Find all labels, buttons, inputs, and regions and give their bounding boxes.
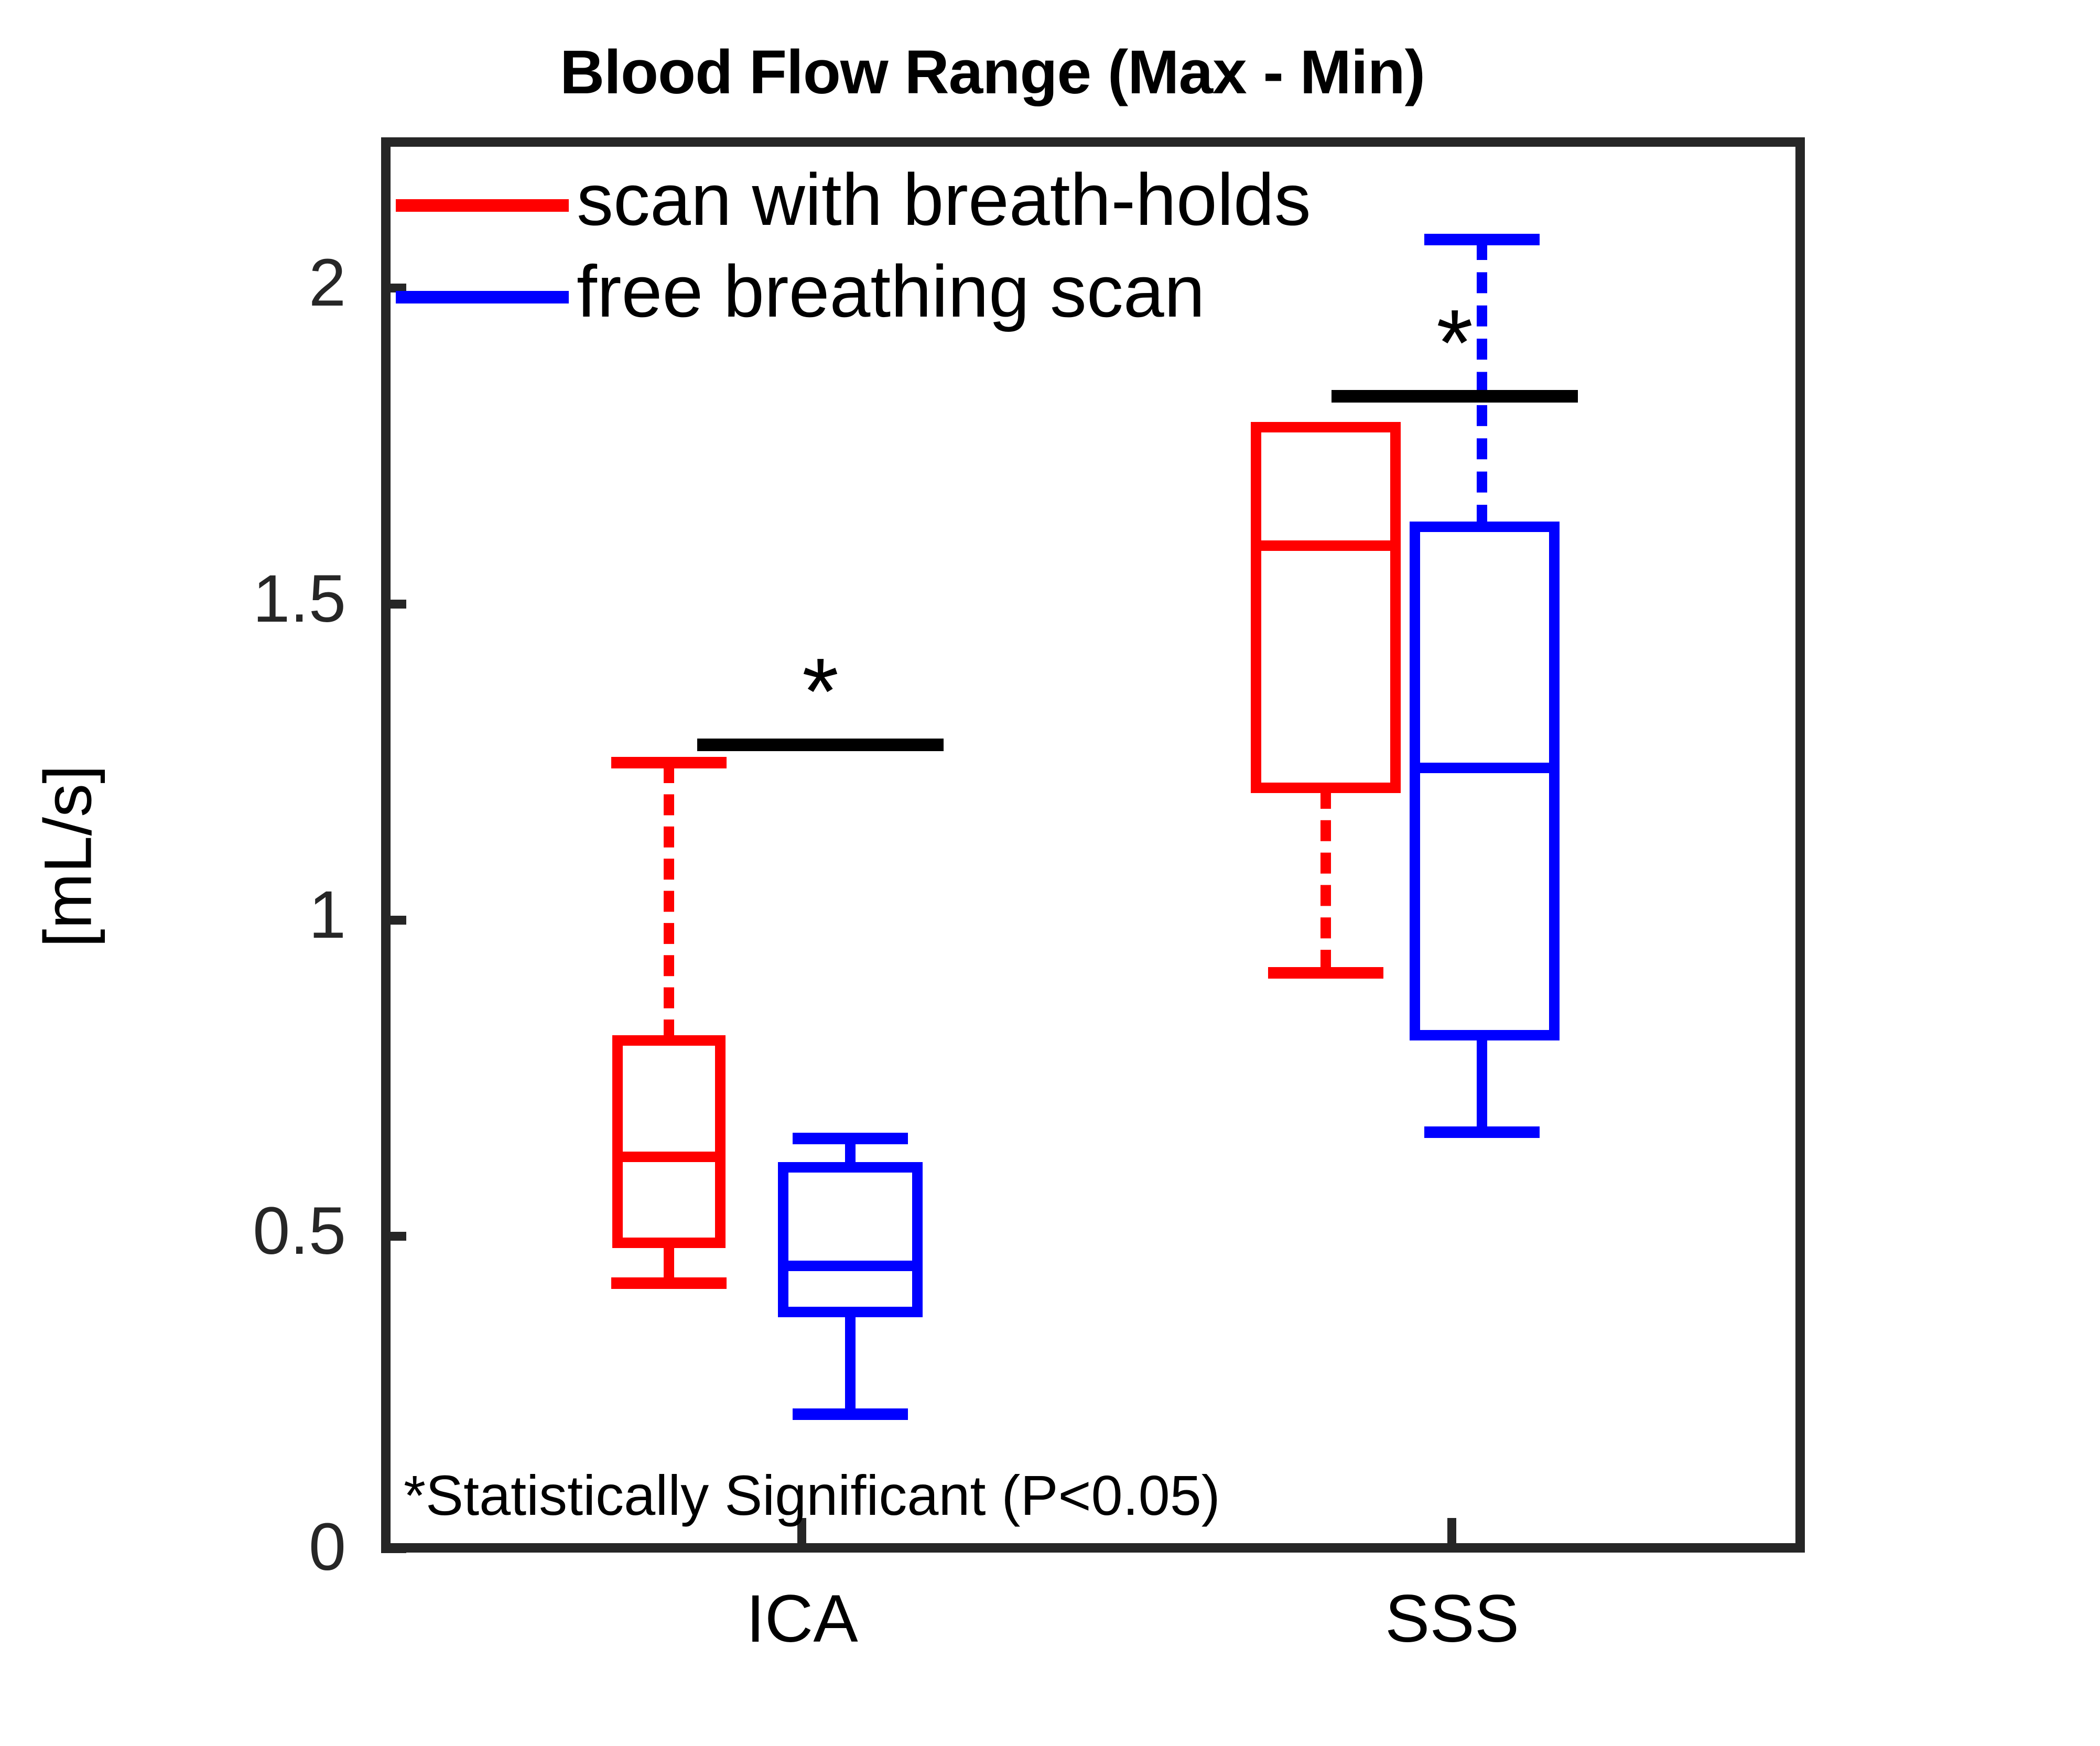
page-title: Blood Flow Range (Max - Min) — [559, 38, 1425, 107]
footnote-significance: *Statistically Significant (P<0.05) — [404, 1463, 1220, 1527]
ytick-mark-2 — [381, 284, 406, 292]
xtick-label-ica: ICA — [746, 1581, 858, 1656]
xtick-mark-sss — [1447, 1518, 1456, 1543]
ytick-mark-0 — [381, 1544, 406, 1553]
ytick-mark-1 — [381, 916, 406, 925]
ytick-mark-1p5 — [381, 600, 406, 609]
ytick-label-0p5: 0.5 — [253, 1194, 346, 1268]
legend-swatch-blue-icon — [396, 291, 569, 303]
ytick-label-0: 0 — [308, 1510, 346, 1585]
legend-item-free-breathing[interactable]: free breathing scan — [396, 249, 1392, 341]
legend-label-free-breathing: free breathing scan — [577, 250, 1205, 332]
legend-swatch-red-icon — [396, 199, 569, 212]
legend-label-breath-holds: scan with breath-holds — [577, 158, 1311, 241]
plot-area — [381, 137, 1805, 1553]
y-axis-label: [mL/s] — [30, 765, 106, 948]
legend: scan with breath-holds free breathing sc… — [396, 157, 1392, 341]
xtick-label-sss: SSS — [1384, 1581, 1520, 1656]
xtick-mark-ica — [797, 1518, 806, 1543]
ytick-label-2: 2 — [308, 245, 346, 320]
ytick-mark-0p5 — [381, 1232, 406, 1241]
ytick-label-1p5: 1.5 — [253, 561, 346, 636]
legend-item-breath-holds[interactable]: scan with breath-holds — [396, 157, 1392, 249]
ytick-label-1: 1 — [308, 877, 346, 952]
